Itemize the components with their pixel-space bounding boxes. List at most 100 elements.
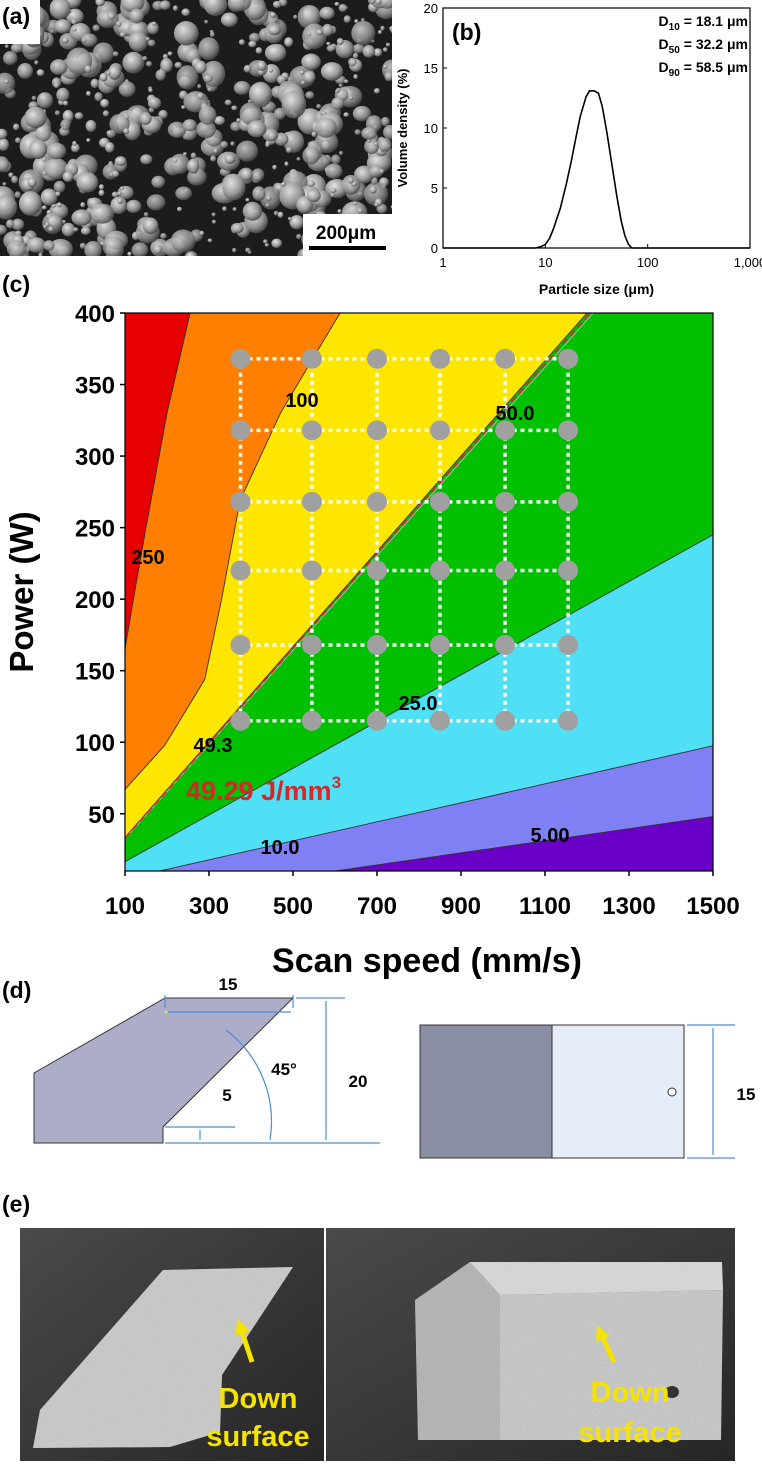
- experiment-point: [495, 560, 516, 581]
- powder-particle: [233, 81, 251, 95]
- powder-particle: [272, 164, 277, 170]
- x-tick-label: 1100: [519, 893, 571, 920]
- experiment-point: [430, 560, 450, 581]
- powder-particle: [311, 131, 317, 138]
- experiment-point: [495, 348, 516, 369]
- x-tick-label: 100: [105, 893, 145, 920]
- contour-label: 49.3: [194, 735, 233, 757]
- powder-particle: [139, 112, 152, 126]
- powder-particle: [204, 19, 209, 24]
- powder-particle: [352, 43, 365, 54]
- powder-particle: [245, 197, 250, 202]
- powder-particle: [142, 217, 159, 235]
- powder-particle: [198, 37, 220, 61]
- powder-particle: [105, 255, 110, 256]
- y-tick-label: 10: [424, 121, 438, 136]
- experiment-point: [230, 634, 251, 655]
- experiment-point: [495, 710, 516, 731]
- experiment-point: [230, 420, 251, 441]
- powder-particle: [224, 99, 232, 106]
- powder-particle: [361, 127, 377, 140]
- powder-particle: [209, 31, 215, 38]
- powder-particle: [232, 247, 237, 253]
- powder-particle: [71, 19, 77, 25]
- arrow: [596, 1325, 617, 1364]
- powder-particle: [92, 42, 115, 64]
- panel-label: (c): [2, 271, 30, 297]
- powder-particle: [242, 201, 263, 221]
- powder-particle: [369, 185, 377, 194]
- powder-particle: [105, 142, 115, 153]
- experiment-point: [230, 560, 251, 581]
- powder-particle: [303, 70, 316, 84]
- powder-particle: [207, 87, 212, 92]
- part-face: [551, 1024, 685, 1159]
- powder-particle: [264, 243, 269, 247]
- energy-region: [125, 313, 341, 790]
- experiment-point: [430, 491, 450, 512]
- powder-particle: [175, 186, 193, 201]
- contour-line: [125, 313, 191, 650]
- powder-particle: [72, 140, 77, 146]
- powder-particle: [331, 97, 345, 110]
- powder-particle: [352, 105, 372, 122]
- experiment-point: [230, 710, 251, 731]
- annotation: D10 = 18.1 μm: [659, 13, 748, 33]
- powder-particle: [108, 65, 122, 80]
- hole: [665, 1386, 679, 1398]
- specimen: [33, 1267, 293, 1448]
- powder-particle: [54, 19, 72, 34]
- powder-particle: [326, 41, 331, 46]
- powder-particle: [377, 30, 382, 35]
- powder-particle: [306, 188, 321, 203]
- powder-particle: [296, 233, 302, 240]
- dimension-label: 15: [219, 975, 238, 994]
- powder-particle: [110, 196, 128, 215]
- annotation: D90 = 58.5 μm: [659, 59, 748, 79]
- annotation-symbol: D: [659, 13, 669, 29]
- powder-particle: [337, 208, 342, 214]
- powder-particle: [364, 138, 380, 155]
- powder-particle: [203, 0, 228, 16]
- powder-particle: [147, 39, 156, 47]
- powder-particle: [230, 141, 235, 146]
- powder-particle: [153, 245, 163, 255]
- part-face: [419, 1024, 553, 1159]
- end-view-drawing: 15: [419, 1024, 756, 1159]
- dimension-label: 15: [737, 1085, 756, 1104]
- powder-particle: [199, 230, 205, 236]
- contour-line: [125, 313, 341, 790]
- powder-particle: [196, 120, 217, 139]
- powder-particle: [118, 81, 136, 97]
- powder-particle: [245, 247, 251, 253]
- y-axis-title: Volume density (%): [395, 69, 410, 188]
- experiment-point: [367, 491, 387, 512]
- experiment-point: [367, 634, 387, 655]
- x-tick-label: 1500: [686, 893, 739, 920]
- powder-particle: [357, 207, 363, 214]
- powder-particle: [148, 88, 153, 93]
- experiment-point: [301, 560, 322, 581]
- powder-particle: [143, 212, 149, 217]
- powder-particle: [267, 131, 277, 141]
- powder-particle: [378, 138, 392, 152]
- powder-particle: [390, 204, 392, 210]
- powder-particle: [252, 186, 266, 201]
- powder-particle: [49, 0, 71, 20]
- arrow: [235, 1318, 255, 1363]
- y-tick-label: 100: [75, 730, 115, 757]
- plot-frame: [124, 312, 714, 872]
- powder-particle: [19, 191, 42, 216]
- powder-particle: [364, 182, 389, 206]
- powder-particle: [142, 56, 148, 61]
- powder-particle: [255, 47, 263, 54]
- powder-particle: [248, 81, 273, 108]
- powder-particle: [170, 229, 196, 253]
- powder-particle: [76, 172, 99, 193]
- powder-particle: [5, 219, 15, 229]
- powder-particle: [325, 163, 343, 179]
- powder-particle: [203, 74, 213, 83]
- experiment-point: [558, 348, 579, 369]
- powder-particle: [277, 211, 284, 218]
